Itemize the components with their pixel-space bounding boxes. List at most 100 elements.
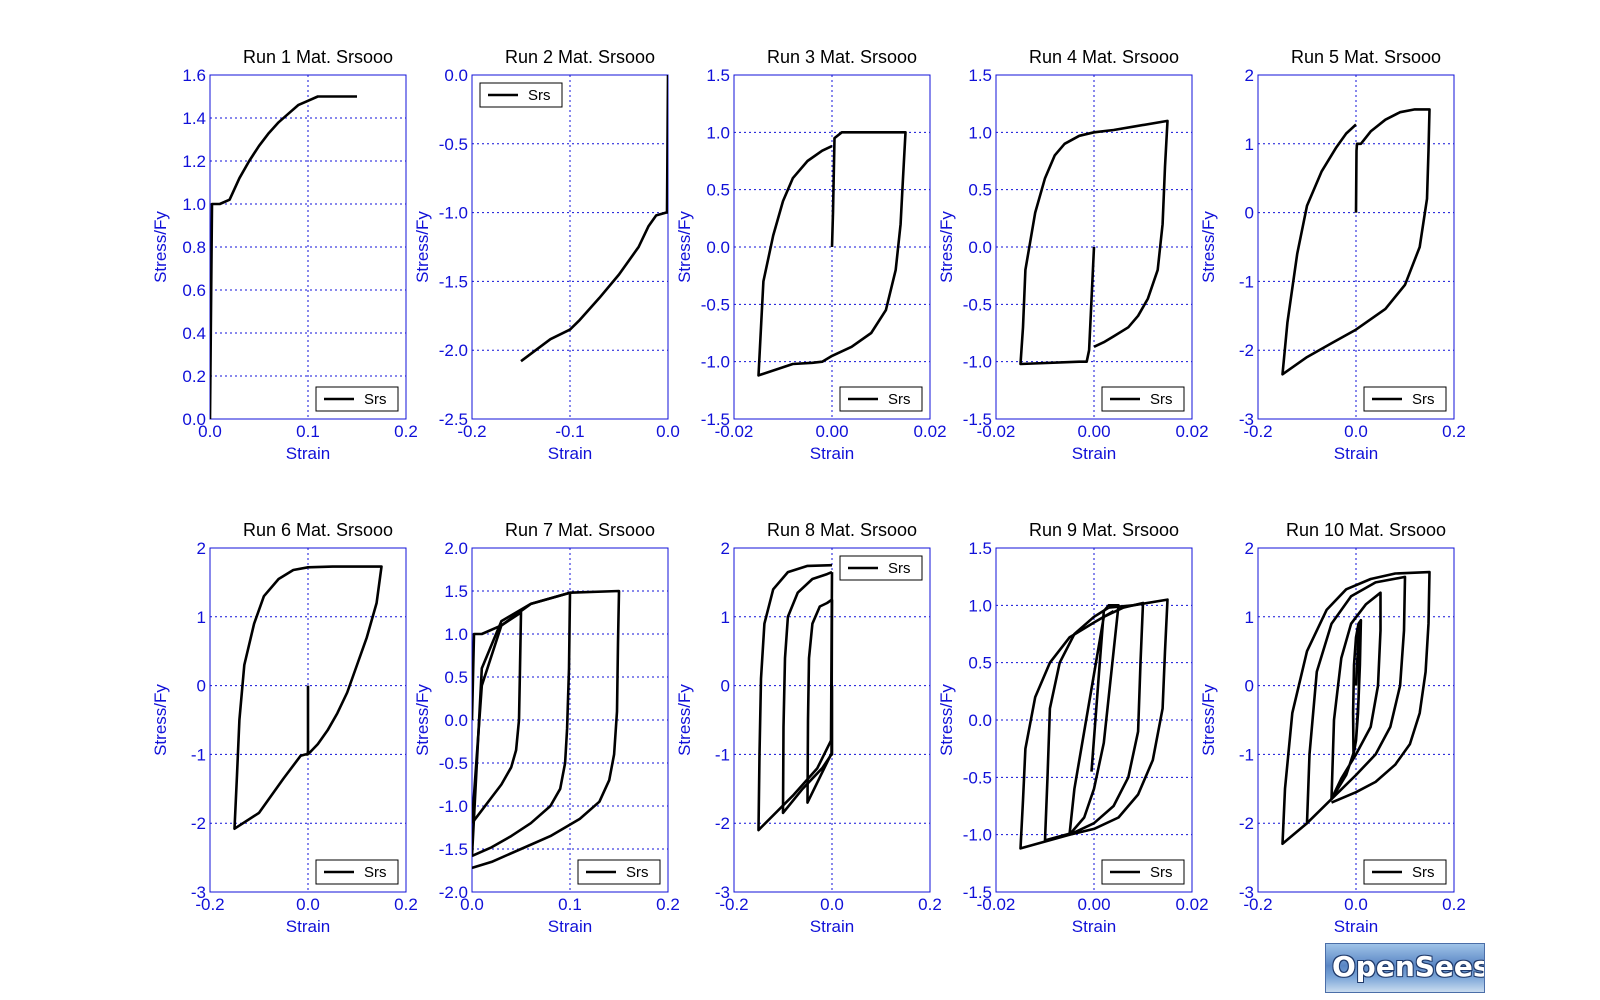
panel-title: Run 7 Mat. Srsooo [505,520,655,540]
y-axis-label: Stress/Fy [937,211,956,283]
x-axis-label: Strain [1334,917,1378,936]
x-tick-label: -0.1 [555,422,584,441]
y-tick-label: 0.0 [968,238,992,257]
y-tick-label: -3 [1239,410,1254,429]
x-tick-label: 0.1 [558,895,582,914]
series-line-2 [781,570,834,815]
chart-panel-9: Run 9 Mat. Srsooo -0.02 0.00 0.02 -1.5 -1.0 -0… [937,520,1209,936]
legend-label: Srs [1412,391,1435,408]
panel-title: Run 8 Mat. Srsooo [767,520,917,540]
y-tick-label: 0 [1245,677,1254,696]
legend-label: Srs [888,560,911,577]
y-axis-label: Stress/Fy [675,684,694,756]
plot-frame [1257,547,1455,893]
chart-panel-1: Run 1 Mat. Srsooo 0.0 0.1 0.2 0.0 0.2 0.4 0.6 0.… [151,47,418,463]
y-tick-label: 1.0 [968,123,992,142]
y-tick-label: -1.0 [439,797,468,816]
y-axis-label: Stress/Fy [413,211,432,283]
plot-frame [733,547,931,893]
x-tick-label: 0.2 [918,895,942,914]
y-tick-label: -2 [715,814,730,833]
series-line-3 [472,589,621,870]
series-line-3 [1019,598,1169,850]
opensees-logo: OpenSees [1325,943,1485,993]
x-axis-label: Strain [1072,917,1116,936]
legend: Srs [315,386,399,412]
y-tick-label: -1.5 [701,410,730,429]
series-line-3 [757,563,834,832]
y-tick-label: -3 [1239,883,1254,902]
y-tick-label: 0.0 [182,410,206,429]
legend-box [577,859,661,885]
y-tick-label: 2 [1245,66,1254,85]
y-tick-label: 1 [721,608,730,627]
x-axis-label: Strain [286,444,330,463]
panel-title: Run 9 Mat. Srsooo [1029,520,1179,540]
chart-panel-6: Run 6 Mat. Srsooo -0.2 0.0 0.2 -3 -2 -1 0 1 2 Stra… [151,520,418,936]
x-tick-label: 0.0 [1344,895,1368,914]
legend-box [839,386,923,412]
y-tick-label: -0.5 [963,768,992,787]
y-tick-label: -1.0 [701,353,730,372]
x-tick-label: 0.2 [1442,422,1466,441]
x-tick-label: 0.02 [913,422,946,441]
y-tick-label: 1.0 [182,195,206,214]
y-tick-label: 1.0 [706,123,730,142]
y-tick-label: -1.5 [963,883,992,902]
x-axis-label: Strain [1334,444,1378,463]
y-tick-label: 1.6 [182,66,206,85]
y-tick-label: -3 [191,883,206,902]
plot-frame [1257,74,1455,420]
y-tick-label: 0 [197,677,206,696]
series-line-1 [472,611,523,824]
legend-label: Srs [364,391,387,408]
y-tick-label: 1 [1245,608,1254,627]
y-axis-label: Stress/Fy [1199,684,1218,756]
x-tick-label: 0.2 [394,895,418,914]
y-tick-label: 0.2 [182,367,206,386]
panel-title: Run 3 Mat. Srsooo [767,47,917,67]
y-tick-label: -0.5 [439,135,468,154]
chart-panel-5: Run 5 Mat. Srsooo -0.2 0.0 0.2 -3 -2 -1 0 1 2 Stra… [1199,47,1466,463]
legend-label: Srs [364,864,387,881]
y-tick-label: 1.5 [968,66,992,85]
y-axis-label: Stress/Fy [937,684,956,756]
y-tick-label: -1.5 [439,272,468,291]
y-tick-label: 0.5 [968,654,992,673]
y-tick-label: 0.0 [444,711,468,730]
y-tick-label: -1 [1239,272,1254,291]
series-line-1 [1351,618,1363,756]
legend: Srs [315,859,399,885]
y-tick-label: 1 [197,608,206,627]
y-tick-label: 1.0 [444,625,468,644]
y-axis-label: Stress/Fy [151,684,170,756]
chart-panel-8: Run 8 Mat. Srsooo -0.2 0.0 0.2 -3 -2 -1 0 1 2 Stra… [675,520,942,936]
y-tick-label: -1 [191,745,206,764]
y-axis-label: Stress/Fy [675,211,694,283]
y-tick-label: -2 [191,814,206,833]
x-tick-label: 0.0 [820,895,844,914]
y-tick-label: 2 [1245,539,1254,558]
chart-panel-3: Run 3 Mat. Srsooo -0.02 0.00 0.02 -1.5 -1.0 -0… [675,47,947,463]
y-tick-label: -2.5 [439,410,468,429]
logo-text: OpenSees [1332,950,1485,983]
x-tick-label: 0.2 [394,422,418,441]
y-tick-label: -2 [1239,341,1254,360]
x-tick-label: 0.0 [198,422,222,441]
legend-label: Srs [1412,864,1435,881]
x-tick-label: -0.02 [715,422,754,441]
y-tick-label: 1 [1245,135,1254,154]
x-tick-label: -0.2 [719,895,748,914]
x-axis-label: Strain [810,917,854,936]
chart-panel-2: Run 2 Mat. Srsooo -0.2 -0.1 0.0 -2.5 -2.0 -1.5… [413,47,680,463]
y-tick-label: 1.0 [968,596,992,615]
y-tick-label: 0.8 [182,238,206,257]
plot-frame [209,74,407,420]
legend-label: Srs [528,87,551,104]
x-tick-label: 0.00 [1077,422,1110,441]
legend: Srs [839,386,923,412]
legend: Srs [1363,859,1447,885]
x-tick-label: 0.00 [1077,895,1110,914]
y-tick-label: 0.5 [706,181,730,200]
x-tick-label: 0.2 [1442,895,1466,914]
